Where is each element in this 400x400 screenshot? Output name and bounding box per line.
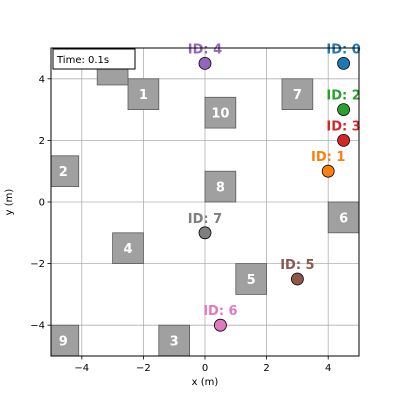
agent: ID: 7 [188,212,222,240]
agents: ID: 0 ID: 1 ID: 2 ID: 3 ID: 4 ID: 5 ID: 6 ID: 7 [188,42,361,332]
obstacle-box: 5 [235,263,268,295]
agent: ID: 2 [326,89,361,116]
obstacle-rect [235,263,268,295]
obstacle-rect [127,78,160,111]
agent-point [290,272,304,286]
obstacle-rect [158,324,191,356]
agent-label: ID: 7 [188,212,222,227]
obstacle-box: 2 [51,155,80,188]
agent: ID: 5 [280,258,315,286]
agent: ID: 6 [203,304,238,332]
obstacle-label: 1 [139,88,148,103]
agent-point [337,133,351,147]
obstacle-label: 4 [123,242,132,257]
agent-point [198,226,212,240]
y-axis-label: y (m) [4,189,15,216]
obstacle-box: 7 [281,78,314,111]
ticks: −4 −2 0 2 4 −4 −2 0 2 4 [30,74,331,374]
obstacles: 1 2 3 4 5 6 7 8 9 10 [51,53,359,356]
obstacle-box: 4 [112,232,144,265]
obstacle-rect [281,78,314,111]
time-box-frame [52,48,136,70]
x-tick-label: 2 [263,363,269,374]
agent-point [337,103,351,116]
agent-label: ID: 5 [280,258,314,273]
time-text: Time: 0.1s [56,55,109,66]
agent-point [337,57,351,70]
y-tick-label: 4 [39,74,45,85]
obstacle-label: 6 [339,211,348,226]
obstacle-box: 10 [204,96,237,129]
obstacle-rect [327,201,359,234]
obstacle-label: 3 [170,335,179,350]
y-tick-label: 2 [39,136,45,147]
agent: ID: 1 [311,150,345,178]
obstacle-box: 9 [51,324,80,356]
obstacle-label: 10 [211,107,229,122]
agent-label: ID: 3 [326,119,360,134]
obstacle-label: 9 [59,335,68,350]
agent-label: ID: 1 [311,150,345,165]
y-tick-label: −4 [30,321,45,332]
obstacle-label: 5 [247,273,256,288]
obstacle-box: 6 [327,201,359,234]
obstacle-rect [51,155,80,188]
agent-label: ID: 4 [188,42,222,57]
obstacle-label: 2 [59,165,68,180]
obstacle-box: 8 [204,170,237,203]
x-tick-label: −2 [136,363,151,374]
y-tick-label: −2 [30,259,45,270]
obstacle-box: 1 [127,78,160,111]
obstacle-rect [51,324,80,356]
agent-point [213,318,227,332]
x-axis-label: x (m) [192,377,219,388]
obstacle-rect [112,232,144,265]
agent-point [321,164,335,178]
agent-point [198,57,212,70]
obstacle-box: 3 [158,324,191,356]
agent: ID: 3 [326,119,361,147]
agent: ID: 4 [188,42,222,70]
x-tick-label: 4 [325,363,331,374]
time-box: Time: 0.1s [52,48,136,70]
obstacle-label: 8 [216,181,225,196]
x-tick-label: 0 [202,363,208,374]
x-tick-label: −4 [74,363,89,374]
agent: ID: 0 [326,42,361,70]
obstacle-rect [204,170,237,203]
obstacle-rect [204,96,237,129]
agent-label: ID: 0 [326,42,360,57]
y-tick-label: 0 [39,198,45,209]
agent-label: ID: 6 [203,304,237,319]
obstacle-label: 7 [293,88,302,103]
agent-label: ID: 2 [326,89,360,104]
